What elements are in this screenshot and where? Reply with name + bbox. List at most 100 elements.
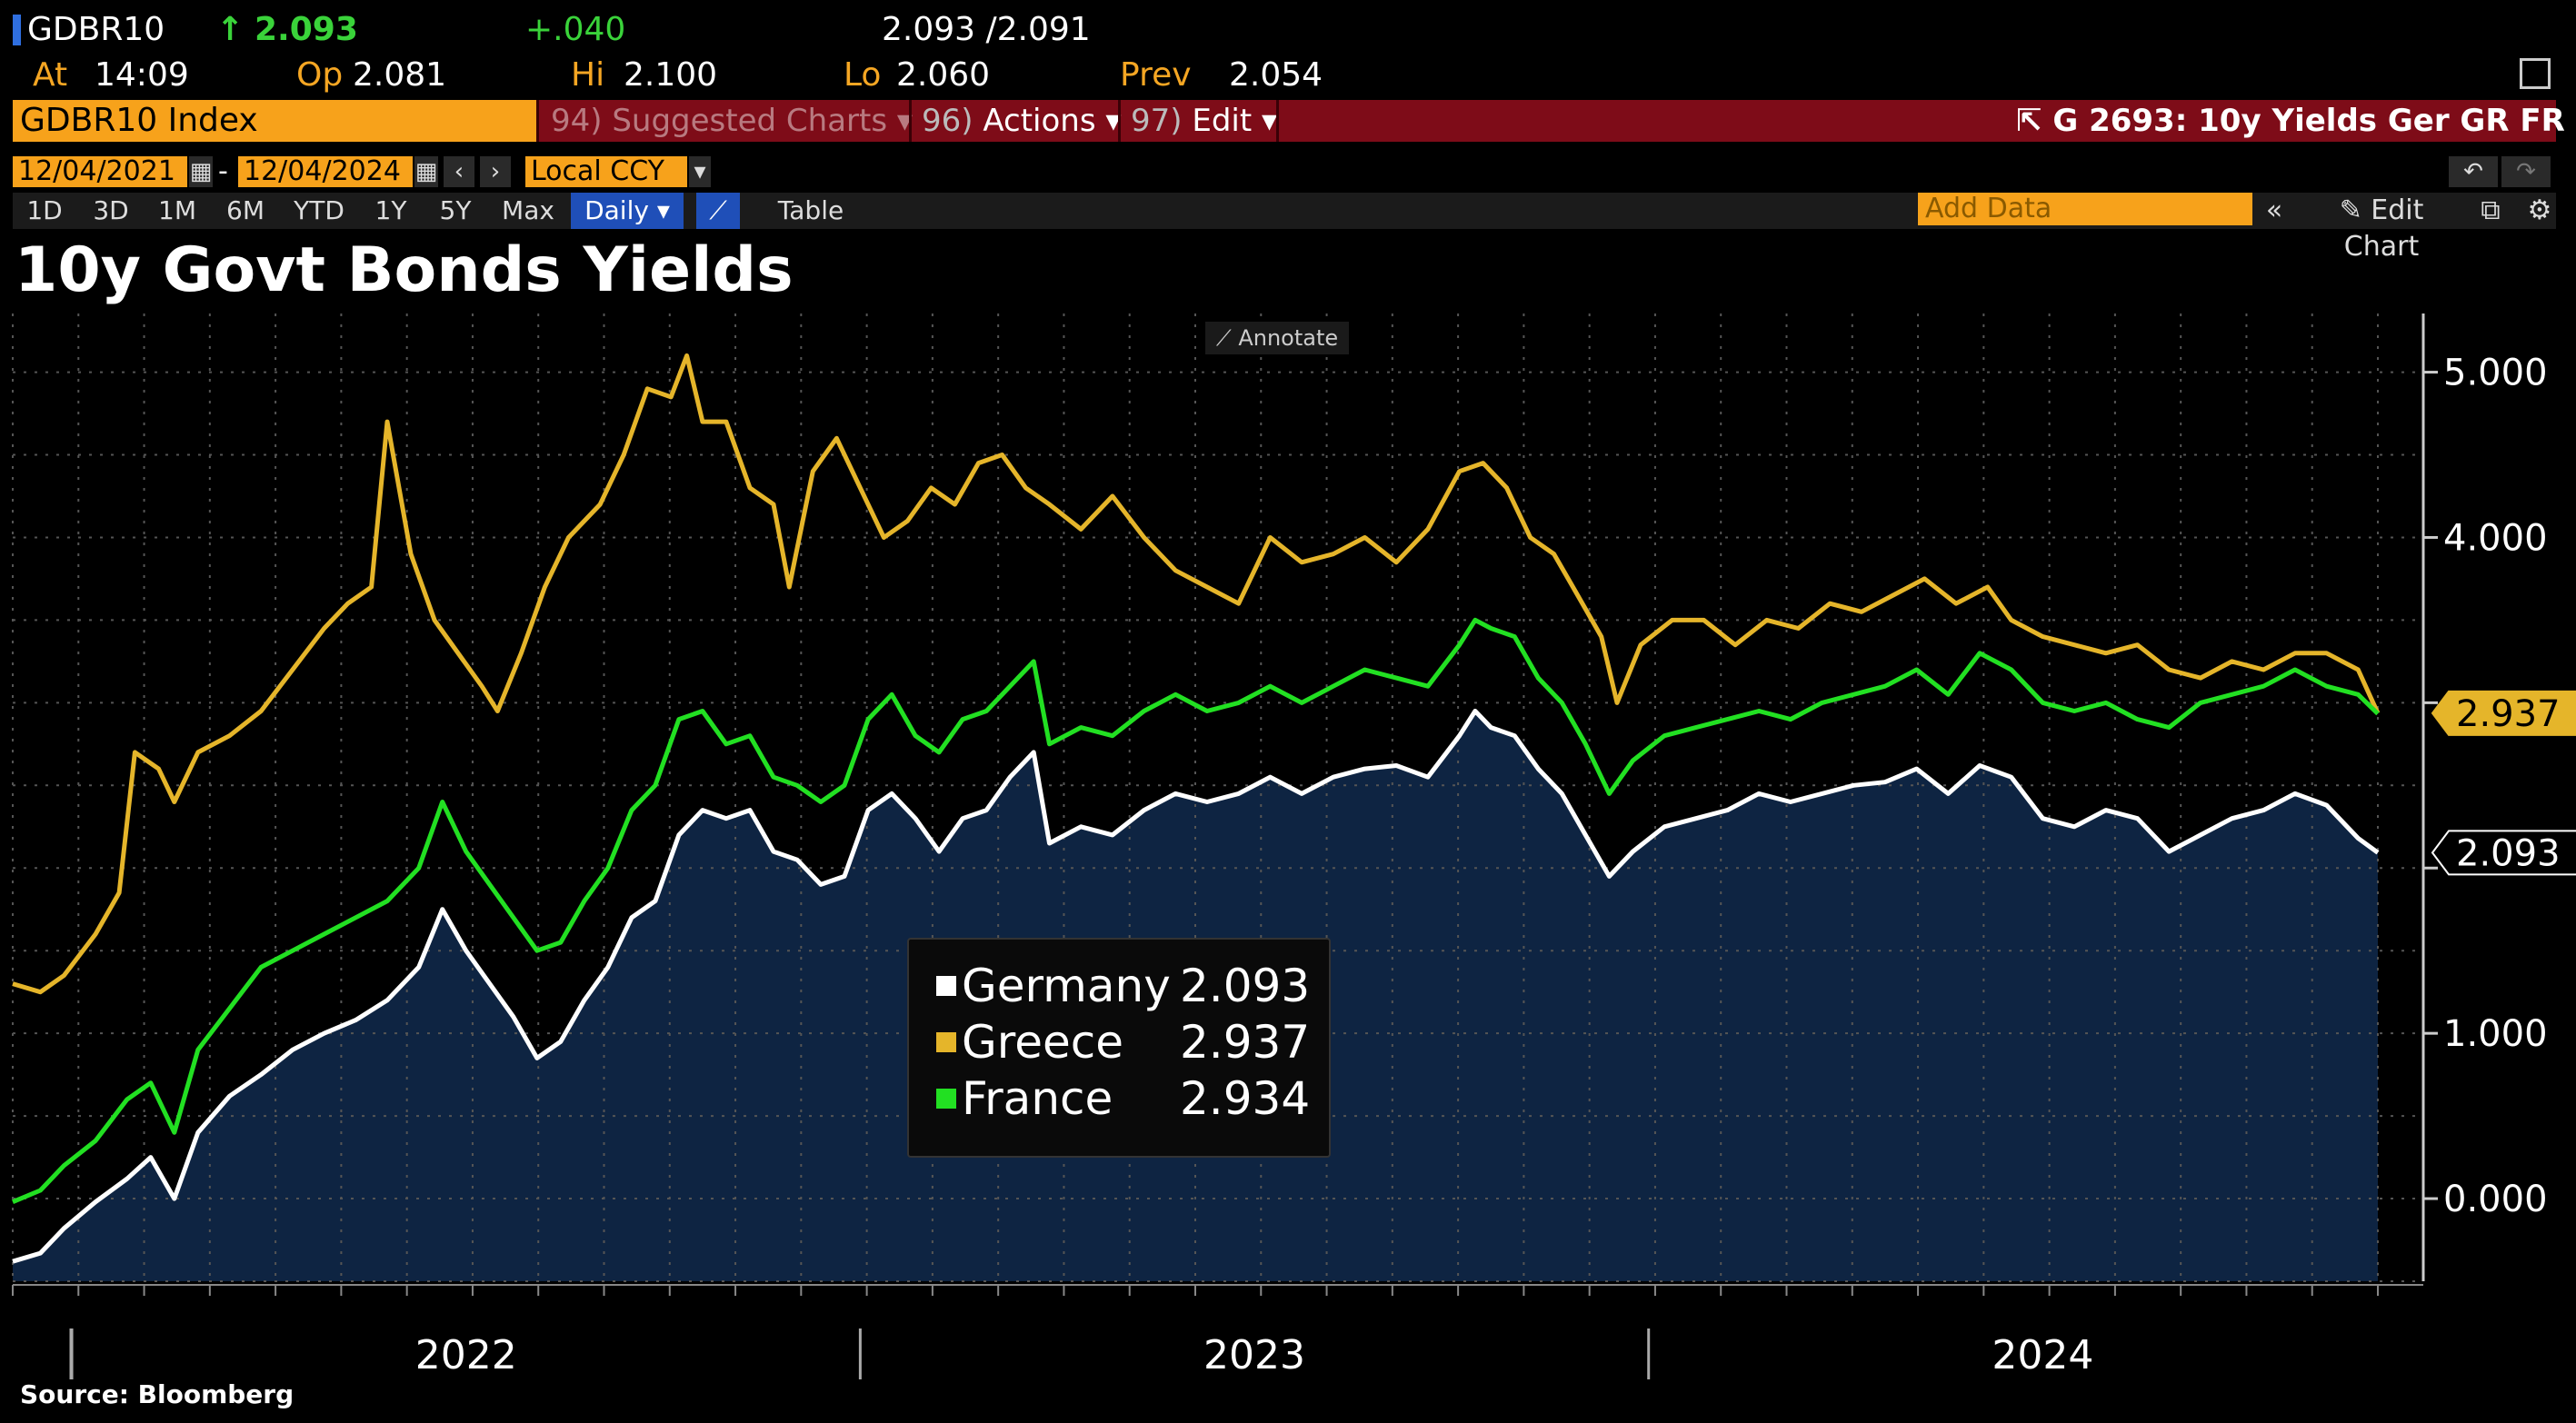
chart-settings-icon[interactable]: ⧉ [2481,194,2501,226]
y-tick-label: 0.000 [2443,1179,2548,1220]
series-line-germany [12,709,2380,1264]
legend-label: Germany [962,960,1171,1012]
pencil-icon: ⟋ [1215,325,1232,351]
chevron-left-icon[interactable]: ‹ [444,156,474,187]
legend-item-france: France 2.934 [936,1070,1310,1127]
actions-label: Actions [983,103,1096,139]
start-date-field[interactable]: 12/04/2021 [13,156,187,187]
suggested-charts-label: Suggested Charts [612,103,888,139]
add-data-input[interactable]: Add Data [1918,193,2252,225]
annotate-button[interactable]: ⟋ Annotate [1205,322,1349,354]
suggested-charts-menu[interactable]: 94) Suggested Charts ▾ [551,100,913,142]
series-line-greece [12,353,2381,995]
legend: Germany 2.093 Greece 2.937 France 2.934 [907,938,1331,1158]
x-tick-label: 2024 [1992,1332,2093,1378]
redo-icon[interactable]: ↷ [2501,156,2551,187]
frequency-select[interactable]: Daily ▾ [571,193,684,229]
divider [536,100,539,142]
open-label: Op [296,56,344,94]
calendar-icon[interactable]: ▦ [189,156,213,187]
chevron-down-icon: ▾ [896,103,913,139]
annotate-label: Annotate [1238,325,1339,351]
tab-ytd[interactable]: YTD [294,195,344,225]
divider [1276,100,1279,142]
legend-value: 2.937 [1180,1016,1311,1069]
series-line-france [12,617,2380,1205]
low-label: Lo [844,56,882,94]
undo-icon[interactable]: ↶ [2449,156,2498,187]
edit-chart-button[interactable]: ✎ Edit Chart [2300,193,2463,263]
date-range-dash: - [218,155,228,187]
last-value-tag-greece [2431,690,2576,736]
x-tick-label: 2023 [1203,1332,1305,1378]
tab-1m[interactable]: 1M [158,195,196,225]
legend-swatch [936,975,956,996]
legend-label: Greece [962,1016,1123,1069]
edit-number: 97) [1131,103,1183,139]
tab-1y[interactable]: 1Y [374,195,407,225]
x-tick-label: 2022 [415,1332,517,1378]
pencil-icon: ✎ [2339,194,2362,226]
legend-swatch [936,1088,956,1109]
tab-5y[interactable]: 5Y [439,195,472,225]
source-note: Source: Bloomberg [20,1379,295,1409]
ticker-marker [13,15,21,45]
external-link-icon: ⇱ [2016,103,2042,139]
divider [1118,100,1121,142]
chart-id-link[interactable]: ⇱ G 2693: 10y Yields Ger GR FR [2016,100,2565,142]
ticker-symbol: GDBR10 [27,11,165,48]
table-button[interactable]: Table [777,195,844,225]
tab-1d[interactable]: 1D [26,195,63,225]
edit-label: Edit [1192,103,1253,139]
prev-label: Prev [1120,56,1192,94]
chevron-down-icon[interactable]: ▾ [689,156,711,187]
legend-label: France [962,1072,1113,1125]
end-date-field[interactable]: 12/04/2024 [238,156,413,187]
divider [909,100,912,142]
actions-menu[interactable]: 96) Actions ▾ [922,100,1121,142]
last-value-label-greece: 2.937 [2456,693,2561,735]
price-change: +.040 [525,11,626,48]
gear-icon[interactable]: ⚙ [2527,194,2552,226]
chevron-right-icon[interactable]: › [480,156,511,187]
suggested-charts-number: 94) [551,103,603,139]
y-tick-label: 5.000 [2443,353,2548,394]
chevron-down-icon: ▾ [1105,103,1122,139]
tab-3d[interactable]: 3D [93,195,129,225]
open-value: 2.081 [353,56,447,94]
edit-menu[interactable]: 97) Edit ▾ [1131,100,1277,142]
actions-number: 96) [922,103,973,139]
security-field[interactable]: GDBR10 Index [13,100,536,142]
calendar-icon[interactable]: ▦ [414,156,438,187]
collapse-icon[interactable]: « [2265,194,2283,226]
at-label: At [33,56,68,94]
legend-item-germany: Germany 2.093 [936,958,1310,1014]
legend-item-greece: Greece 2.937 [936,1014,1310,1070]
last-price: 2.093 [255,11,358,48]
bid-ask: 2.093 /2.091 [882,11,1091,48]
edit-chart-label: Edit Chart [2343,194,2424,263]
y-tick-label: 1.000 [2443,1013,2548,1055]
prev-value: 2.054 [1229,56,1323,94]
chart-title: 10y Govt Bonds Yields [15,234,794,306]
low-value: 2.060 [896,56,991,94]
chart-id-label: G 2693: 10y Yields Ger GR FR [2052,103,2565,139]
at-time: 14:09 [95,56,189,94]
high-label: Hi [571,56,605,94]
legend-swatch [936,1031,956,1052]
high-value: 2.100 [624,56,718,94]
legend-value: 2.093 [1180,960,1311,1012]
chevron-down-icon: ▾ [1262,103,1278,139]
popout-icon[interactable] [2520,58,2551,89]
legend-value: 2.934 [1180,1072,1311,1125]
y-tick-label: 4.000 [2443,517,2548,559]
tab-6m[interactable]: 6M [226,195,265,225]
tab-max[interactable]: Max [502,195,554,225]
currency-select[interactable]: Local CCY [525,156,687,187]
frequency-label: Daily [584,195,649,225]
last-value-label-germany: 2.093 [2456,832,2561,874]
last-value-tag-germany [2431,830,2576,876]
chevron-down-icon: ▾ [656,195,670,225]
line-chart-icon[interactable]: ⟋ [696,193,740,229]
